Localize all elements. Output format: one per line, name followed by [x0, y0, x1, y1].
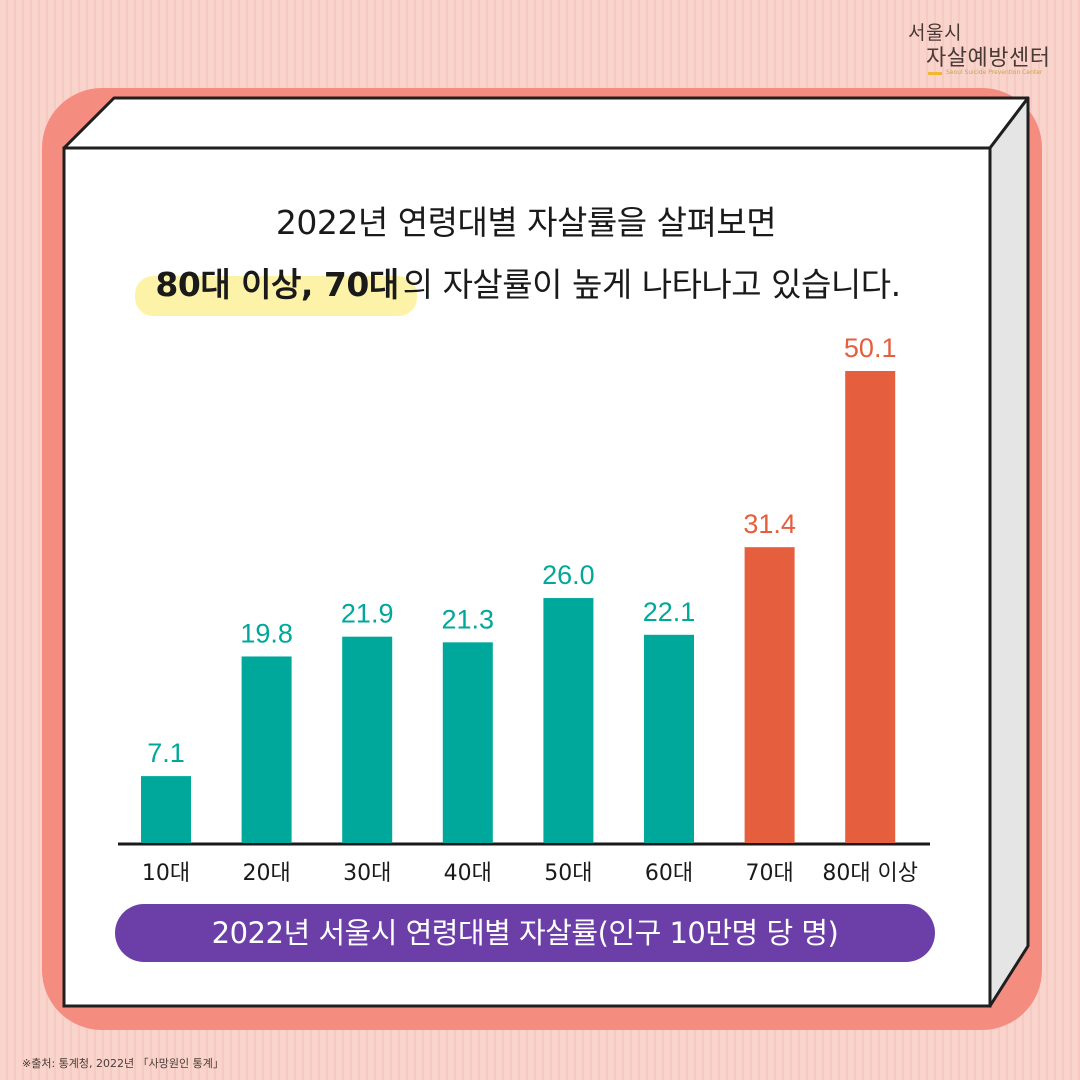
bar-5	[543, 598, 594, 843]
x-tick-label-4: 40대	[444, 861, 492, 886]
logo-line1: 서울시	[908, 22, 962, 44]
x-tick-label-6: 60대	[645, 861, 693, 886]
x-tick-label-1: 10대	[142, 861, 190, 886]
logo-subtitle: Seoul Suicide Prevention Center	[946, 69, 1043, 76]
source-note: ※출처: 통계청, 2022년 「사망원인 통계」	[22, 1057, 224, 1070]
bar-4	[442, 642, 493, 843]
data-label-4: 21.3	[442, 604, 495, 634]
center-logo: 서울시 자살예방센터 Seoul Suicide Prevention Cent…	[908, 18, 1058, 80]
data-label-3: 21.9	[341, 599, 394, 629]
x-tick-label-2: 20대	[242, 861, 290, 886]
bar-1	[141, 776, 191, 843]
data-label-1: 7.1	[147, 738, 185, 768]
x-tick-label-7: 70대	[745, 861, 793, 886]
headline-highlight: 80대 이상, 70대	[135, 262, 418, 316]
logo-line2: 자살예방센터	[926, 46, 1051, 71]
data-label-8: 50.1	[844, 333, 897, 363]
headline-line1: 2022년 연령대별 자살률을 살펴보면	[275, 203, 777, 242]
headline-line2-rest: 의 자살률이 높게 나타나고 있습니다.	[402, 265, 901, 304]
bar-2	[241, 656, 292, 843]
bar-8	[845, 371, 896, 843]
headline: 2022년 연령대별 자살률을 살펴보면 80대 이상, 70대 의 자살률이 높…	[62, 200, 990, 316]
x-tick-label-5: 50대	[544, 861, 592, 886]
x-tick-label-8: 80대 이상	[822, 861, 918, 886]
headline-line2: 80대 이상, 70대 의 자살률이 높게 나타나고 있습니다.	[62, 262, 990, 316]
data-label-5: 26.0	[542, 560, 595, 590]
data-label-7: 31.4	[743, 509, 796, 539]
data-label-2: 19.8	[240, 618, 293, 648]
logo-accent-bar	[928, 72, 942, 75]
x-tick-label-3: 30대	[343, 861, 391, 886]
bar-6	[644, 634, 694, 843]
chart-title-pill: 2022년 서울시 연령대별 자살률(인구 10만명 당 명)	[115, 904, 935, 962]
bar-3	[342, 636, 393, 843]
data-label-6: 22.1	[643, 597, 696, 627]
bar-7	[744, 547, 795, 843]
